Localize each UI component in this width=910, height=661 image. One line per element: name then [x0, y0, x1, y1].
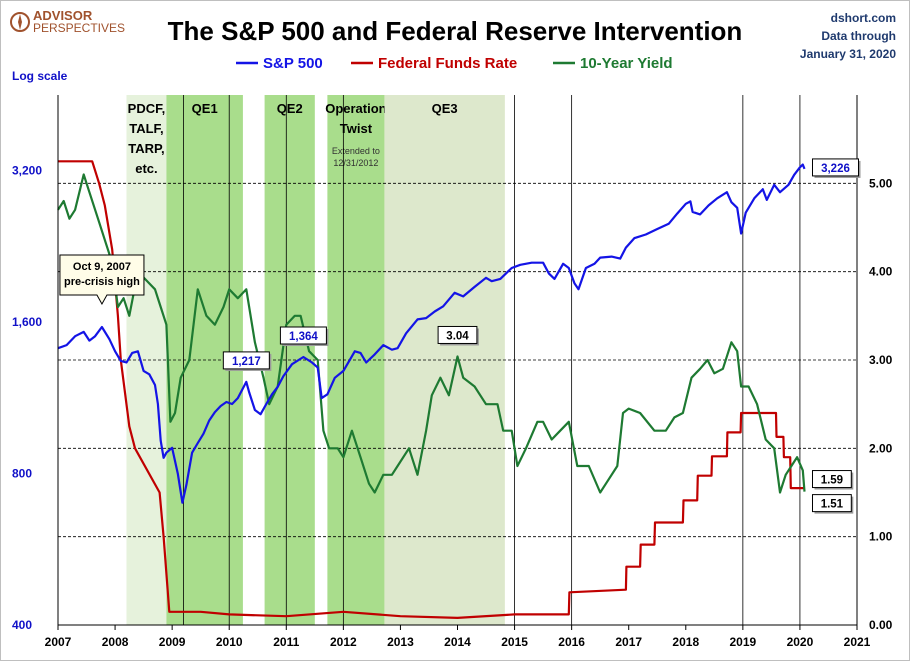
x-tick-label-2017: 2017	[615, 635, 642, 649]
y-right-tick-label-4: 4.00	[869, 265, 893, 279]
band-label-1: QE1	[192, 101, 218, 116]
annotation-box-5	[811, 470, 852, 489]
annotation-label-6: 1.51	[821, 499, 844, 511]
band-sublabel-3: Extended to 12/31/2012	[332, 146, 380, 168]
y-right-tick-label-0: 0.00	[869, 618, 893, 632]
legend-label-ten_year: 10-Year Yield	[580, 55, 673, 72]
y-left-tick-label-1: 800	[12, 467, 32, 481]
x-tick-label-2010: 2010	[216, 635, 243, 649]
y-left-tick-label-3: 3,200	[12, 164, 42, 178]
band-label-3: Operation Twist	[325, 101, 386, 136]
y-left-tick-label-0: 400	[12, 618, 32, 632]
data-through-date: January 31, 2020	[800, 47, 896, 61]
annotation-box-3	[811, 158, 859, 177]
x-tick-label-2015: 2015	[501, 635, 528, 649]
x-tick-label-2007: 2007	[45, 635, 72, 649]
band-label-4: QE3	[432, 101, 458, 116]
legend: S&P 500 Federal Funds Rate 10-Year Yield	[236, 55, 673, 72]
callout-text-0: Oct 9, 2007 pre-crisis high	[64, 261, 140, 288]
annotation-box-4	[437, 325, 478, 344]
x-tick-label-2020: 2020	[787, 635, 814, 649]
y-left-tick-label-2: 1,600	[12, 315, 42, 329]
annotation-box-2	[279, 326, 327, 345]
band-label-0: PDCF, TALF, TARP, etc.	[128, 101, 166, 176]
series-lines	[57, 160, 806, 619]
x-tick-label-2013: 2013	[387, 635, 414, 649]
x-tick-label-2016: 2016	[558, 635, 585, 649]
x-tick-label-2021: 2021	[844, 635, 871, 649]
annotation-label-4: 3.04	[446, 330, 469, 342]
x-tick-label-2008: 2008	[102, 635, 129, 649]
data-through-label: Data through	[821, 29, 896, 43]
logo-text-line1: ADVISOR	[33, 8, 93, 23]
y-right-tick-label-3: 3.00	[869, 353, 893, 367]
annotation-label-5: 1.59	[821, 475, 843, 487]
log-scale-note: Log scale	[12, 69, 68, 83]
x-tick-label-2019: 2019	[730, 635, 757, 649]
logo-compass-icon	[10, 12, 30, 32]
annotation-box-6	[811, 494, 852, 513]
logo-needle-icon	[18, 14, 22, 30]
annotation-label-2: 1,364	[289, 331, 318, 343]
logo: ADVISOR PERSPECTIVES	[10, 8, 125, 35]
series-line-sp500	[57, 163, 806, 504]
x-tick-label-2014: 2014	[444, 635, 471, 649]
legend-label-fed_funds: Federal Funds Rate	[378, 55, 517, 72]
y-right-tick-label-2: 2.00	[869, 441, 893, 455]
callout-box-0	[59, 254, 145, 305]
series-line-fed_funds	[58, 160, 805, 619]
x-tick-label-2018: 2018	[672, 635, 699, 649]
x-tick-label-2009: 2009	[159, 635, 186, 649]
x-tick-label-2011: 2011	[273, 635, 299, 649]
site-name: dshort.com	[831, 11, 896, 25]
annotation-label-1: 1,217	[232, 356, 261, 368]
axes: 2007 2008 2009 2010 2011 2012 2013 2014 2015 2016…	[12, 95, 893, 649]
y-right-tick-label-1: 1.00	[869, 530, 893, 544]
annotation-label-3: 3,226	[821, 163, 850, 175]
x-tick-label-2012: 2012	[330, 635, 357, 649]
annotations: Oct 9, 2007 pre-crisis high 1,217 1,364 3,22…	[59, 158, 861, 514]
y-right-tick-label-5: 5.00	[869, 176, 893, 190]
annotation-box-1	[222, 351, 270, 370]
series-line-ten_year	[57, 173, 806, 494]
chart-title: The S&P 500 and Federal Reserve Interven…	[168, 16, 743, 46]
band-label-2: QE2	[277, 101, 303, 116]
legend-label-sp500: S&P 500	[263, 55, 323, 72]
logo-text-line2: PERSPECTIVES	[33, 21, 125, 35]
